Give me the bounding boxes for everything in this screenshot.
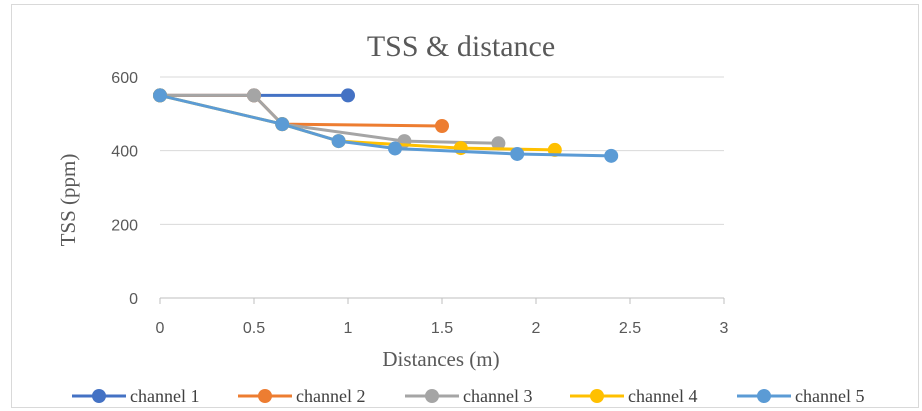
legend-label: channel 4 xyxy=(628,386,697,406)
legend: channel 1 channel 2 channel 3 channel 4 chan… xyxy=(72,386,864,406)
legend-entry: channel 5 xyxy=(737,386,864,406)
legend-marker xyxy=(757,389,771,403)
data-point xyxy=(341,88,355,103)
y-tick-label: 200 xyxy=(111,217,138,234)
data-point xyxy=(153,88,167,103)
series-3 xyxy=(153,88,506,151)
data-point xyxy=(275,117,290,132)
data-point xyxy=(510,146,525,161)
legend-entry: channel 2 xyxy=(238,386,365,406)
x-tick-label: 2 xyxy=(532,320,541,337)
data-point xyxy=(604,148,619,163)
x-tick-label: 0.5 xyxy=(243,320,265,337)
data-point xyxy=(331,134,346,149)
x-tick-label: 1.5 xyxy=(431,320,453,337)
x-tick-label: 3 xyxy=(720,320,729,337)
y-tick-label: 0 xyxy=(129,291,138,308)
legend-label: channel 3 xyxy=(463,386,532,406)
x-axis-title: Distances (m) xyxy=(382,347,499,371)
legend-entry: channel 4 xyxy=(570,386,697,406)
y-axis-title: TSS (ppm) xyxy=(56,154,80,247)
series-line xyxy=(160,93,499,145)
legend-marker xyxy=(590,389,604,403)
x-tick-label: 1 xyxy=(344,320,353,337)
x-tick-labels: 0 0.5 1 1.5 2 2.5 3 xyxy=(156,320,729,337)
chart-frame xyxy=(11,4,919,408)
series-group xyxy=(153,88,619,163)
legend-label: channel 1 xyxy=(130,386,199,406)
series-line xyxy=(160,93,443,128)
axes xyxy=(159,297,725,304)
series-line xyxy=(159,93,612,158)
y-tick-label: 400 xyxy=(111,144,138,161)
series-5 xyxy=(153,88,619,163)
legend-marker xyxy=(425,389,439,403)
y-tick-label: 600 xyxy=(111,70,138,87)
legend-marker xyxy=(92,389,106,403)
data-point xyxy=(247,88,261,103)
legend-entry: channel 1 xyxy=(72,386,199,406)
legend-marker xyxy=(258,389,272,403)
data-point xyxy=(491,136,506,151)
x-tick-label: 0 xyxy=(156,320,165,337)
legend-label: channel 5 xyxy=(795,386,864,406)
legend-entry: channel 3 xyxy=(405,386,532,406)
data-point xyxy=(435,118,449,133)
chart-title: TSS & distance xyxy=(367,30,555,63)
legend-label: channel 2 xyxy=(296,386,365,406)
y-tick-labels: 0 200 400 600 xyxy=(111,70,138,308)
data-point xyxy=(388,141,402,156)
x-tick-label: 2.5 xyxy=(619,320,641,337)
